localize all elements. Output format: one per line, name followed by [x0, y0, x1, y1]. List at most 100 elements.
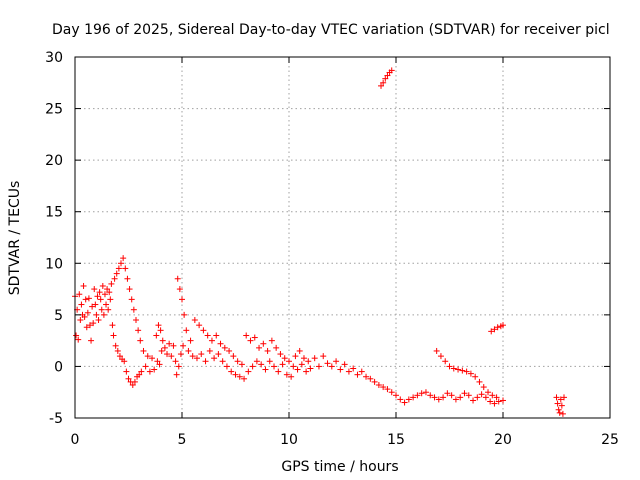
data-point	[251, 334, 258, 341]
y-tick-label: 20	[45, 153, 63, 169]
y-axis-label: SDTVAR / TECUs	[7, 181, 23, 296]
data-point	[480, 384, 487, 391]
data-point	[378, 82, 385, 89]
data-point	[107, 296, 114, 303]
data-point	[177, 351, 184, 358]
data-point	[223, 363, 230, 370]
data-point	[99, 282, 106, 289]
data-point	[435, 396, 442, 403]
data-point	[161, 344, 168, 351]
data-point	[488, 328, 495, 335]
data-point	[125, 375, 132, 382]
data-point	[116, 353, 123, 360]
y-tick-labels: -5 0 5 10 15 20 25 30	[45, 50, 63, 427]
data-point	[470, 397, 477, 404]
data-point	[211, 355, 218, 362]
data-point	[448, 392, 455, 399]
data-point	[375, 381, 382, 388]
data-point	[130, 306, 137, 313]
data-point	[100, 311, 107, 318]
data-point	[500, 397, 506, 404]
data-point	[103, 301, 110, 308]
data-point	[158, 347, 165, 354]
data-point	[305, 358, 312, 365]
x-tick-label: 10	[280, 432, 298, 448]
data-point	[560, 394, 567, 401]
data-point	[166, 340, 173, 347]
data-point	[97, 296, 104, 303]
data-point	[96, 289, 103, 296]
data-point	[193, 355, 200, 362]
data-point	[202, 358, 209, 365]
data-point	[80, 282, 87, 289]
data-point	[241, 375, 248, 382]
data-point	[156, 361, 163, 368]
data-point	[180, 342, 187, 349]
data-point	[307, 365, 314, 372]
data-point	[109, 322, 116, 329]
data-point	[173, 371, 180, 378]
data-point	[168, 353, 175, 360]
data-point	[228, 368, 235, 375]
data-point	[463, 368, 470, 375]
data-point	[268, 337, 275, 344]
data-point	[126, 286, 133, 293]
data-point	[113, 270, 120, 277]
data-point	[159, 337, 166, 344]
data-point	[234, 358, 241, 365]
data-point	[230, 353, 237, 360]
data-point	[337, 366, 344, 373]
data-point	[273, 344, 280, 351]
data-point	[414, 392, 421, 399]
y-tick-label: 15	[45, 205, 63, 221]
data-point	[249, 363, 256, 370]
data-point	[371, 378, 378, 385]
data-point	[367, 375, 374, 382]
data-point	[115, 265, 122, 272]
y-tick-label: -5	[49, 411, 63, 427]
data-point	[90, 320, 97, 327]
data-point	[354, 371, 361, 378]
data-point	[189, 353, 196, 360]
data-point	[422, 389, 429, 396]
data-point	[200, 327, 207, 334]
data-point	[128, 296, 135, 303]
data-point	[118, 260, 125, 267]
data-point	[76, 291, 83, 298]
data-point	[121, 358, 128, 365]
data-point	[101, 291, 108, 298]
data-point	[187, 337, 194, 344]
data-point	[556, 409, 563, 416]
data-point	[271, 363, 278, 370]
data-point	[290, 363, 297, 370]
data-point	[431, 394, 438, 401]
data-point	[384, 72, 391, 79]
data-point	[137, 337, 144, 344]
data-point	[275, 368, 282, 375]
data-point	[459, 367, 466, 374]
data-point	[120, 255, 127, 262]
data-point	[495, 398, 502, 405]
data-point	[303, 368, 310, 375]
data-point	[442, 358, 449, 365]
data-point	[452, 396, 459, 403]
data-point	[247, 337, 254, 344]
data-point	[320, 353, 327, 360]
data-point	[388, 389, 395, 396]
data-point	[264, 347, 271, 354]
data-point	[410, 394, 417, 401]
data-point	[154, 358, 161, 365]
data-point	[81, 313, 88, 320]
data-point	[554, 400, 561, 407]
x-tick-label: 20	[494, 432, 512, 448]
data-point	[482, 394, 489, 401]
data-point	[553, 394, 560, 401]
data-point	[206, 347, 213, 354]
data-point	[461, 390, 468, 397]
data-point	[196, 322, 203, 329]
data-point	[296, 347, 303, 354]
x-tick-label: 5	[178, 432, 187, 448]
data-point	[208, 337, 215, 344]
data-point	[493, 394, 500, 401]
data-point	[433, 347, 440, 354]
